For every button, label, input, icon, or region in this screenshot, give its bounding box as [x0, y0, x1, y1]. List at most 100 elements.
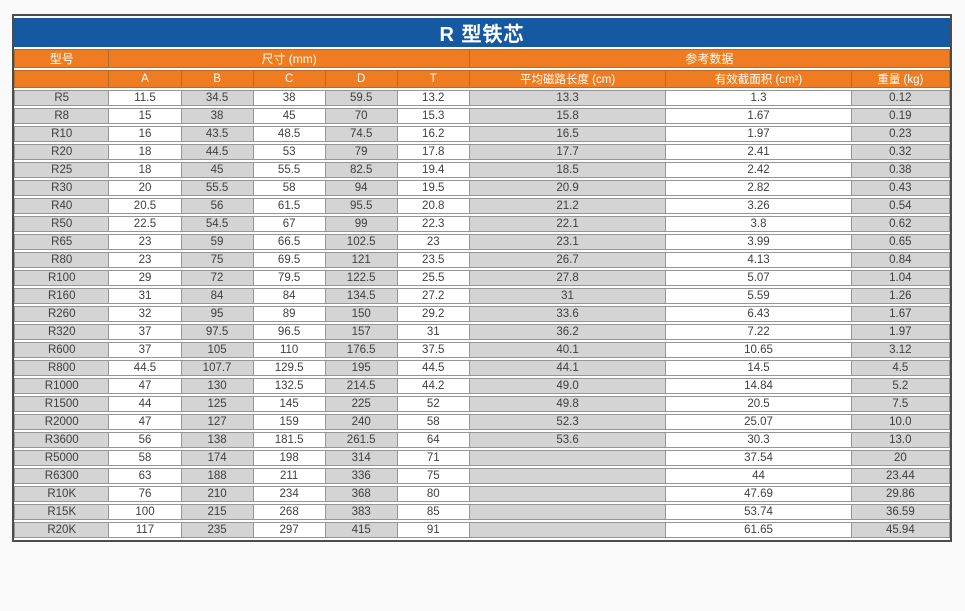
cell-value: 1.3 [666, 90, 852, 106]
cell-value: 240 [325, 414, 398, 430]
cell-value: 23 [397, 234, 470, 250]
cell-model: R160 [14, 288, 110, 304]
cell-value: 261.5 [325, 432, 398, 448]
cell-value: 138 [181, 432, 254, 448]
cell-value: 95 [181, 306, 254, 322]
cell-model: R20K [14, 522, 110, 538]
cell-value: 198 [253, 450, 326, 466]
title-row: R 型铁芯 [14, 18, 950, 47]
cell-value: 71 [397, 450, 470, 466]
column-header-d: D [325, 70, 398, 88]
cell-value: 44.5 [397, 360, 470, 376]
cell-value: 40.1 [469, 342, 667, 358]
spec-table-container: R 型铁芯 型号 尺寸 (mm) 参考数据 A B C D T 平均磁路长度 (… [12, 14, 952, 542]
cell-value: 97.5 [181, 324, 254, 340]
cell-value: 36.59 [851, 504, 950, 520]
cell-value: 23 [109, 234, 182, 250]
cell-value [469, 450, 667, 466]
cell-model: R100 [14, 270, 110, 286]
cell-value: 56 [181, 198, 254, 214]
cell-value: 23.1 [469, 234, 667, 250]
cell-value: 23 [109, 252, 182, 268]
cell-value: 45 [181, 162, 254, 178]
cell-model: R80 [14, 252, 110, 268]
cell-value: 150 [325, 306, 398, 322]
cell-value: 84 [253, 288, 326, 304]
cell-value: 45 [253, 108, 326, 124]
column-header-t: T [397, 70, 470, 88]
cell-model: R5000 [14, 450, 110, 466]
cell-value: 110 [253, 342, 326, 358]
cell-value: 1.26 [851, 288, 950, 304]
cell-value: 2.41 [666, 144, 852, 160]
cell-value: 129.5 [253, 360, 326, 376]
cell-value: 127 [181, 414, 254, 430]
cell-value: 95.5 [325, 198, 398, 214]
cell-value: 18 [109, 144, 182, 160]
table-row: R8 15 38 45 70 15.3 15.8 1.67 0.19 [14, 108, 950, 124]
cell-value: 19.4 [397, 162, 470, 178]
cell-value: 53.6 [469, 432, 667, 448]
cell-value: 43.5 [181, 126, 254, 142]
cell-value [469, 468, 667, 484]
cell-value: 20 [109, 180, 182, 196]
cell-value: 5.59 [666, 288, 852, 304]
table-row: R320 37 97.5 96.5 157 31 36.2 7.22 1.97 [14, 324, 950, 340]
cell-value: 107.7 [181, 360, 254, 376]
cell-value: 58 [109, 450, 182, 466]
cell-model: R40 [14, 198, 110, 214]
table-row: R50 22.5 54.5 67 99 22.3 22.1 3.8 0.62 [14, 216, 950, 232]
cell-value: 44.5 [181, 144, 254, 160]
table-row: R6300 63 188 211 336 75 44 23.44 [14, 468, 950, 484]
table-row: R5 11.5 34.5 38 59.5 13.2 13.3 1.3 0.12 [14, 90, 950, 106]
cell-value: 20.5 [109, 198, 182, 214]
cell-model: R1500 [14, 396, 110, 412]
cell-value: 29.2 [397, 306, 470, 322]
cell-value: 63 [109, 468, 182, 484]
table-row: R3600 56 138 181.5 261.5 64 53.6 30.3 13.0 [14, 432, 950, 448]
cell-value: 3.99 [666, 234, 852, 250]
spec-table-body: R5 11.5 34.5 38 59.5 13.2 13.3 1.3 0.12 R8 15 38 45 7… [14, 90, 950, 538]
cell-value: 0.32 [851, 144, 950, 160]
table-row: R20K 117 235 297 415 91 61.65 45.94 [14, 522, 950, 538]
cell-value: 7.5 [851, 396, 950, 412]
cell-value: 26.7 [469, 252, 667, 268]
cell-model: R15K [14, 504, 110, 520]
cell-value: 157 [325, 324, 398, 340]
cell-value: 0.54 [851, 198, 950, 214]
table-row: R10 16 43.5 48.5 74.5 16.2 16.5 1.97 0.23 [14, 126, 950, 142]
cell-value: 15.3 [397, 108, 470, 124]
cell-value: 75 [397, 468, 470, 484]
table-row: R40 20.5 56 61.5 95.5 20.8 21.2 3.26 0.54 [14, 198, 950, 214]
cell-value: 80 [397, 486, 470, 502]
cell-value: 3.8 [666, 216, 852, 232]
cell-value: 56 [109, 432, 182, 448]
cell-value: 38 [253, 90, 326, 106]
cell-value: 82.5 [325, 162, 398, 178]
cell-value: 181.5 [253, 432, 326, 448]
cell-model: R10K [14, 486, 110, 502]
cell-value: 1.97 [666, 126, 852, 142]
page-title: R 型铁芯 [14, 18, 950, 47]
model-header-spacer [14, 70, 110, 88]
cell-value: 2.82 [666, 180, 852, 196]
cell-value: 174 [181, 450, 254, 466]
table-row: R25 18 45 55.5 82.5 19.4 18.5 2.42 0.38 [14, 162, 950, 178]
table-row: R600 37 105 110 176.5 37.5 40.1 10.65 3.12 [14, 342, 950, 358]
cell-value: 75 [181, 252, 254, 268]
cell-value: 14.84 [666, 378, 852, 394]
cell-value: 79.5 [253, 270, 326, 286]
cell-model: R1000 [14, 378, 110, 394]
cell-value: 368 [325, 486, 398, 502]
r-core-spec-table: R 型铁芯 型号 尺寸 (mm) 参考数据 A B C D T 平均磁路长度 (… [14, 16, 950, 540]
cell-value: 211 [253, 468, 326, 484]
cell-value: 121 [325, 252, 398, 268]
cell-value: 89 [253, 306, 326, 322]
cell-value: 29 [109, 270, 182, 286]
cell-value: 105 [181, 342, 254, 358]
cell-value: 215 [181, 504, 254, 520]
table-row: R5000 58 174 198 314 71 37.54 20 [14, 450, 950, 466]
cell-value: 76 [109, 486, 182, 502]
cell-value: 102.5 [325, 234, 398, 250]
cell-model: R600 [14, 342, 110, 358]
